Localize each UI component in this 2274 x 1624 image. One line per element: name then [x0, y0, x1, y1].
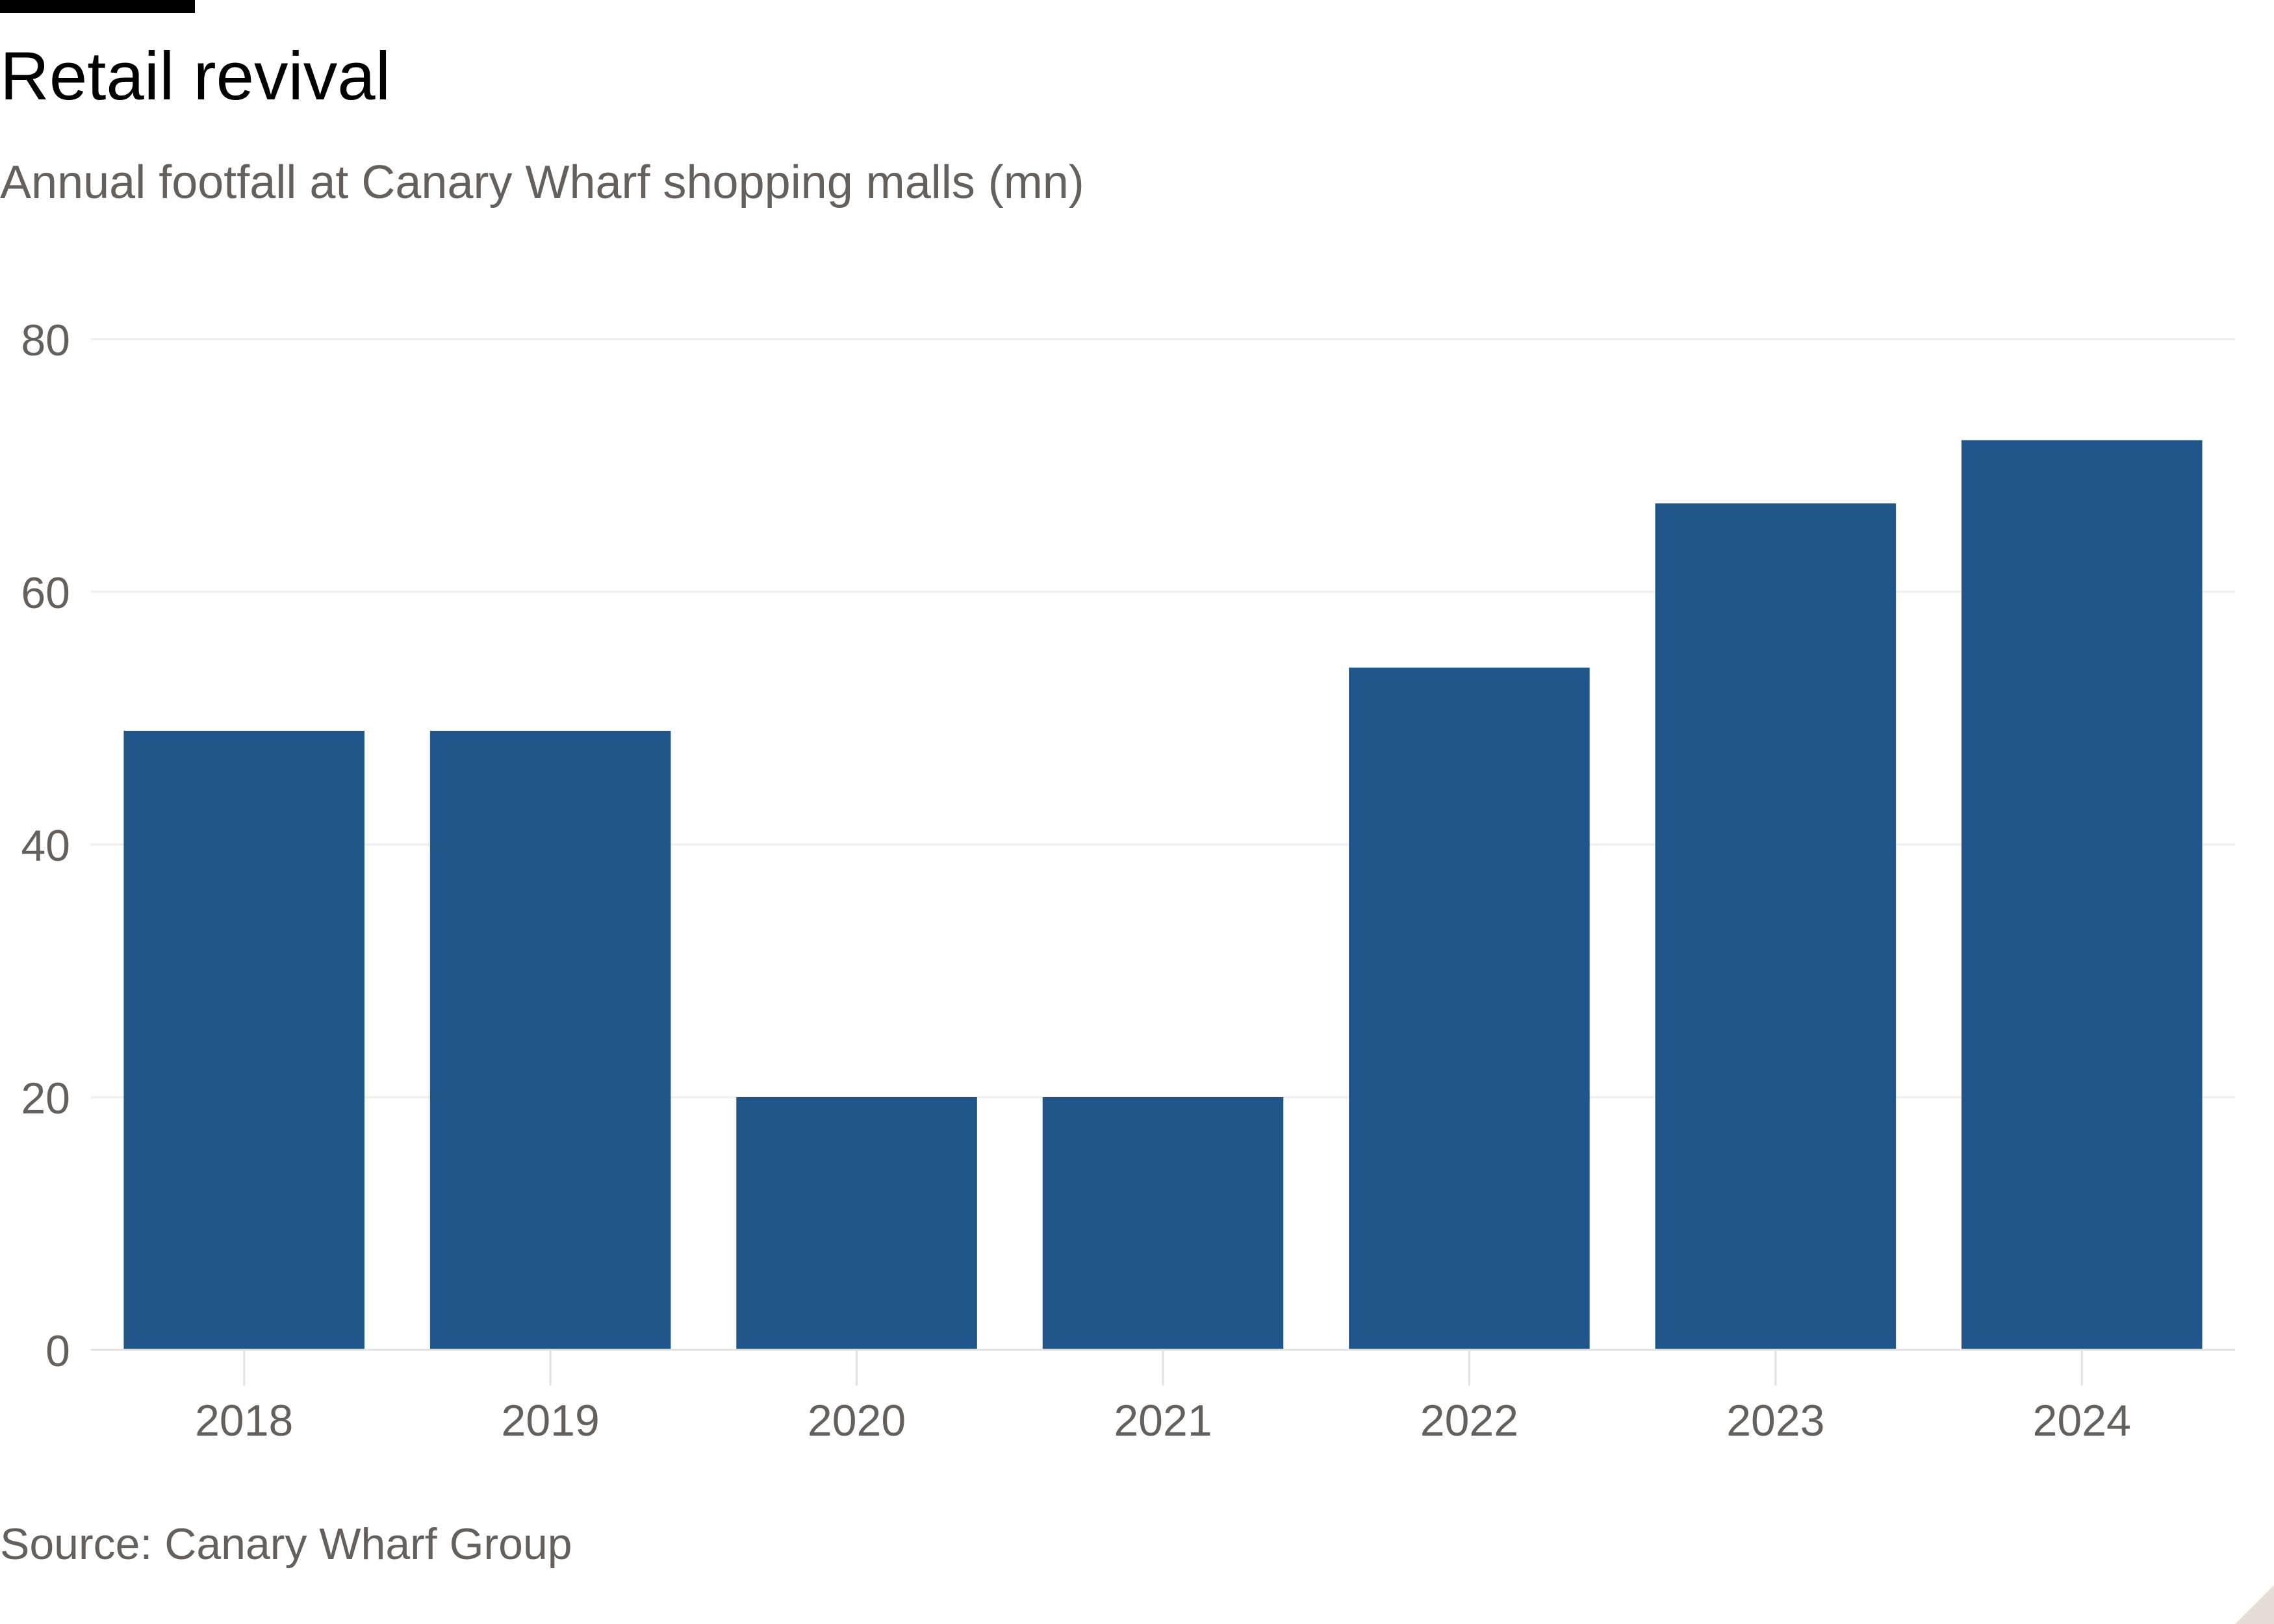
y-axis: 0 20 40 60 80 — [21, 316, 70, 1376]
x-tick-label: 2021 — [1114, 1396, 1212, 1445]
bar-2020 — [736, 1097, 977, 1350]
page-curl-decoration — [2235, 1585, 2274, 1624]
bar-2023 — [1655, 503, 1897, 1350]
x-tick-label: 2022 — [1420, 1396, 1518, 1445]
chart-subtitle: Annual footfall at Canary Wharf shopping… — [0, 157, 1084, 209]
x-tick-label: 2023 — [1726, 1396, 1824, 1445]
gridlines — [91, 338, 2235, 1098]
y-tick-label: 40 — [21, 821, 70, 870]
bars — [123, 440, 2203, 1350]
y-tick-label: 60 — [21, 568, 70, 618]
bar-2019 — [429, 730, 671, 1350]
x-tick-label: 2019 — [502, 1396, 600, 1445]
x-tick-label: 2024 — [2033, 1396, 2131, 1445]
x-tick-label: 2020 — [808, 1396, 906, 1445]
brand-top-bar — [0, 0, 195, 13]
bar-2021 — [1042, 1097, 1284, 1350]
chart-title: Retail revival — [0, 38, 391, 114]
x-axis: 2018 2019 2020 2021 2022 2023 2024 — [91, 1349, 2235, 1445]
y-tick-label: 80 — [21, 316, 70, 365]
bar-2022 — [1349, 667, 1590, 1350]
x-tick-label: 2018 — [195, 1396, 293, 1445]
bar-2018 — [123, 730, 364, 1350]
source-note: Source: Canary Wharf Group — [0, 1519, 572, 1569]
y-tick-label: 20 — [21, 1074, 70, 1123]
y-tick-label: 0 — [45, 1326, 70, 1376]
bar-2024 — [1961, 440, 2203, 1350]
